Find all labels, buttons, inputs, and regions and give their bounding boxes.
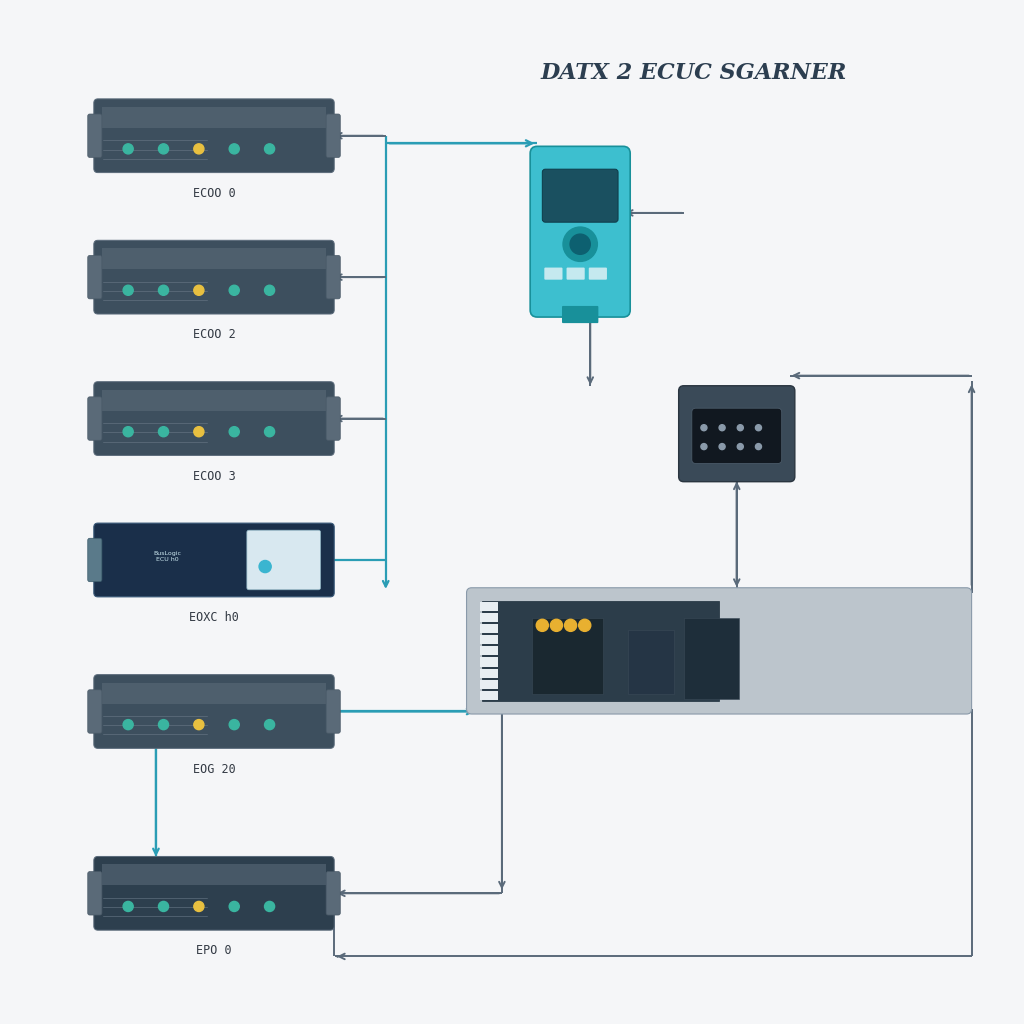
Circle shape	[719, 443, 725, 450]
FancyBboxPatch shape	[467, 588, 972, 714]
FancyBboxPatch shape	[566, 267, 585, 280]
FancyBboxPatch shape	[94, 856, 334, 930]
Circle shape	[264, 901, 274, 911]
Circle shape	[537, 620, 549, 632]
FancyBboxPatch shape	[88, 690, 102, 733]
FancyBboxPatch shape	[562, 306, 598, 324]
Circle shape	[194, 143, 204, 154]
Circle shape	[737, 443, 743, 450]
FancyBboxPatch shape	[530, 146, 630, 317]
FancyBboxPatch shape	[247, 530, 321, 590]
Text: ECOO 3: ECOO 3	[193, 470, 236, 482]
FancyBboxPatch shape	[628, 630, 674, 694]
FancyBboxPatch shape	[479, 624, 498, 633]
Circle shape	[229, 286, 240, 295]
FancyBboxPatch shape	[684, 617, 739, 698]
Circle shape	[194, 720, 204, 730]
Circle shape	[264, 720, 274, 730]
FancyBboxPatch shape	[94, 241, 334, 314]
FancyBboxPatch shape	[479, 680, 498, 689]
FancyBboxPatch shape	[326, 114, 340, 158]
Circle shape	[123, 901, 133, 911]
Circle shape	[564, 620, 577, 632]
Circle shape	[159, 901, 169, 911]
Circle shape	[229, 901, 240, 911]
Circle shape	[194, 286, 204, 295]
FancyBboxPatch shape	[102, 390, 326, 411]
FancyBboxPatch shape	[88, 114, 102, 158]
Circle shape	[123, 143, 133, 154]
Text: EOXC h0: EOXC h0	[189, 611, 239, 624]
Circle shape	[229, 720, 240, 730]
Circle shape	[123, 286, 133, 295]
Text: ECOO 0: ECOO 0	[193, 186, 236, 200]
Text: EPO 0: EPO 0	[197, 944, 231, 957]
Circle shape	[229, 143, 240, 154]
FancyBboxPatch shape	[545, 267, 562, 280]
FancyBboxPatch shape	[102, 864, 326, 886]
FancyBboxPatch shape	[543, 169, 618, 222]
Circle shape	[123, 427, 133, 437]
FancyBboxPatch shape	[479, 669, 498, 678]
Text: BusLogic
ECU h0: BusLogic ECU h0	[154, 551, 181, 562]
FancyBboxPatch shape	[326, 690, 340, 733]
FancyBboxPatch shape	[88, 397, 102, 440]
Circle shape	[159, 286, 169, 295]
Text: DATX 2 ECUC SGARNER: DATX 2 ECUC SGARNER	[541, 61, 847, 84]
Circle shape	[570, 234, 590, 254]
Circle shape	[194, 901, 204, 911]
Circle shape	[159, 720, 169, 730]
Circle shape	[563, 227, 597, 261]
FancyBboxPatch shape	[479, 635, 498, 644]
FancyBboxPatch shape	[94, 675, 334, 749]
FancyBboxPatch shape	[479, 657, 498, 667]
FancyBboxPatch shape	[88, 539, 102, 582]
FancyBboxPatch shape	[532, 618, 603, 694]
Circle shape	[159, 427, 169, 437]
Circle shape	[700, 443, 707, 450]
FancyBboxPatch shape	[88, 871, 102, 915]
FancyBboxPatch shape	[102, 683, 326, 703]
FancyBboxPatch shape	[479, 613, 498, 623]
FancyBboxPatch shape	[94, 99, 334, 173]
FancyBboxPatch shape	[88, 255, 102, 299]
Circle shape	[719, 425, 725, 431]
Circle shape	[123, 720, 133, 730]
Circle shape	[264, 427, 274, 437]
Circle shape	[579, 620, 591, 632]
Circle shape	[700, 425, 707, 431]
FancyBboxPatch shape	[479, 602, 498, 611]
FancyBboxPatch shape	[692, 409, 781, 464]
FancyBboxPatch shape	[589, 267, 607, 280]
FancyBboxPatch shape	[94, 382, 334, 456]
FancyBboxPatch shape	[326, 397, 340, 440]
Circle shape	[159, 143, 169, 154]
Circle shape	[264, 143, 274, 154]
Circle shape	[550, 620, 562, 632]
Circle shape	[756, 425, 762, 431]
FancyBboxPatch shape	[479, 691, 498, 699]
Text: ECOO 2: ECOO 2	[193, 328, 236, 341]
Circle shape	[229, 427, 240, 437]
FancyBboxPatch shape	[94, 523, 334, 597]
Text: EOG 20: EOG 20	[193, 763, 236, 775]
Circle shape	[756, 443, 762, 450]
Circle shape	[737, 425, 743, 431]
FancyBboxPatch shape	[679, 386, 795, 481]
FancyBboxPatch shape	[479, 646, 498, 655]
FancyBboxPatch shape	[102, 106, 326, 128]
FancyBboxPatch shape	[102, 248, 326, 269]
Text: OBD 22: OBD 22	[827, 642, 888, 659]
Circle shape	[264, 286, 274, 295]
FancyBboxPatch shape	[481, 601, 719, 700]
FancyBboxPatch shape	[326, 871, 340, 915]
Circle shape	[259, 560, 271, 572]
Circle shape	[194, 427, 204, 437]
FancyBboxPatch shape	[326, 255, 340, 299]
